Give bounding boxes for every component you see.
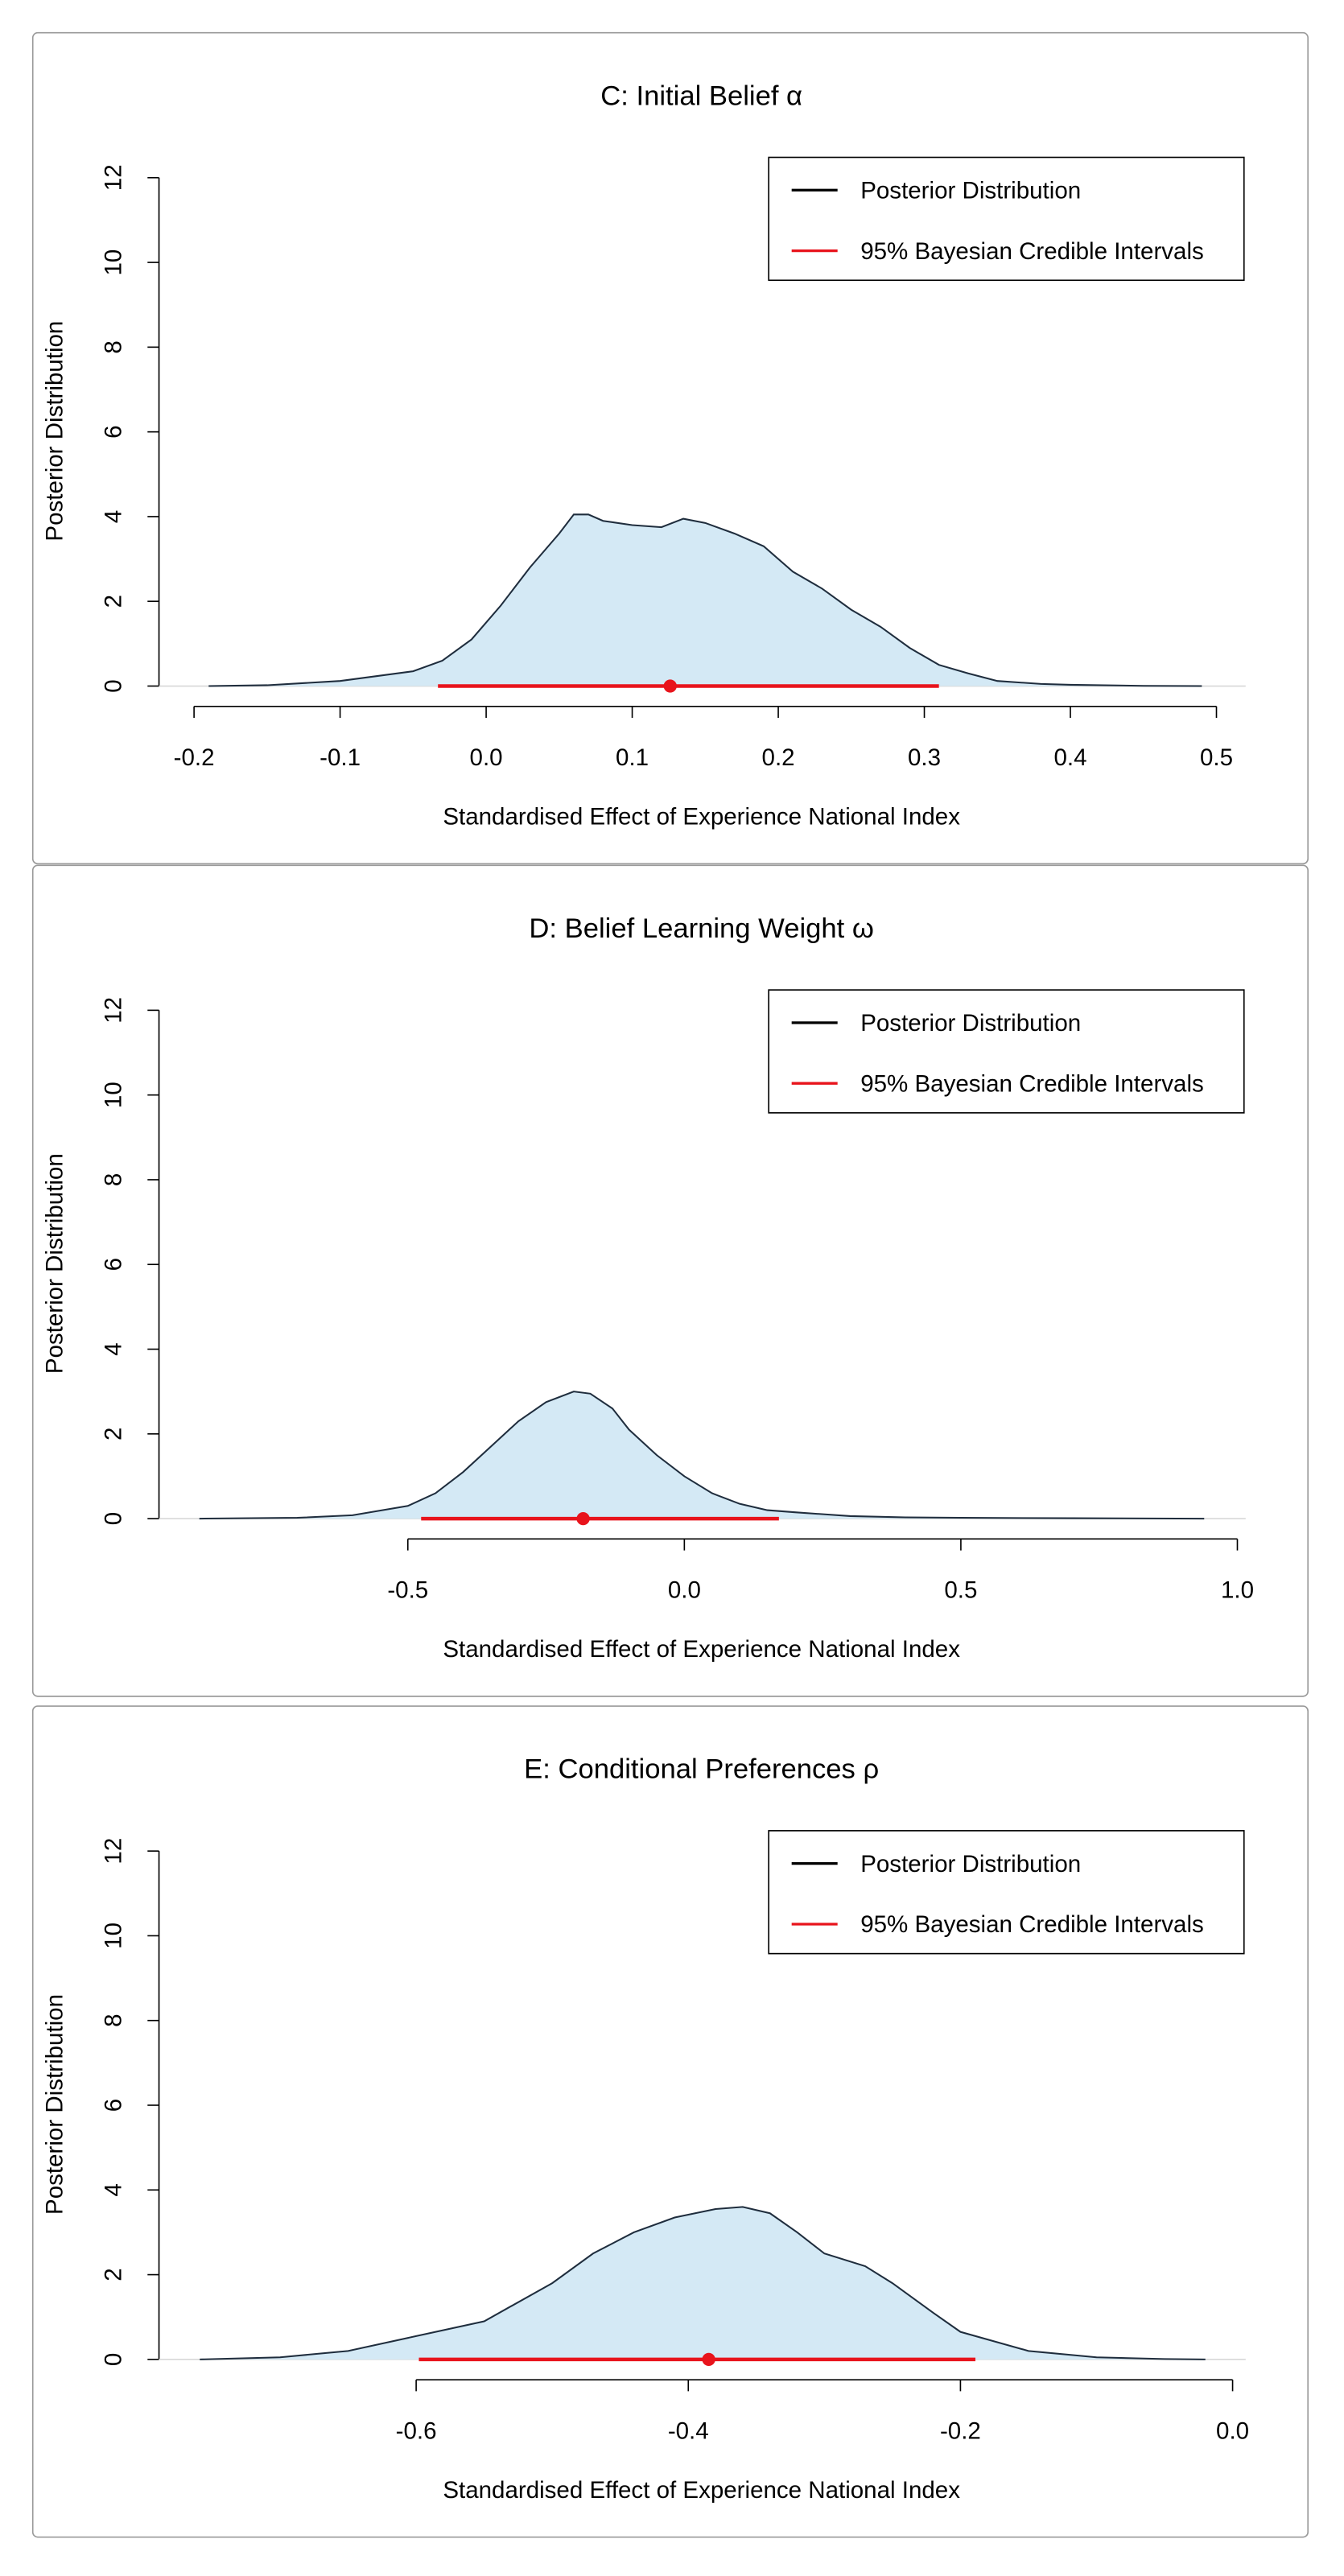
x-axis-label: Standardised Effect of Experience Nation…	[443, 1636, 960, 1663]
y-tick-label: 2	[101, 1428, 127, 1440]
x-tick-label: 0.5	[944, 1577, 977, 1604]
x-tick-label: -0.4	[668, 2417, 709, 2444]
y-tick-label: 10	[101, 249, 127, 276]
legend-label: Posterior Distribution	[860, 1010, 1081, 1037]
y-axis-label: Posterior Distribution	[41, 1994, 68, 2215]
panel-border	[31, 1705, 1309, 2538]
legend-box	[768, 989, 1245, 1114]
interval-point	[663, 679, 677, 693]
y-tick-label: 0	[101, 679, 127, 692]
y-axis-label: Posterior Distribution	[41, 1153, 68, 1374]
legend-label: 95% Bayesian Credible Intervals	[860, 1911, 1204, 1938]
y-tick-label: 4	[101, 1342, 127, 1355]
x-tick-label: -0.6	[396, 2417, 437, 2444]
y-tick-label: 12	[101, 997, 127, 1024]
panel: C: Initial Belief α Standardised Effect o…	[31, 31, 1309, 865]
y-tick-label: 10	[101, 1923, 127, 1949]
y-tick-label: 6	[101, 2099, 127, 2112]
density-area	[208, 514, 1202, 686]
x-tick-label: 0.0	[470, 744, 503, 771]
panel: D: Belief Learning Weight ω Standardised …	[31, 864, 1309, 1697]
interval-point	[576, 1511, 590, 1526]
x-tick-label: -0.2	[940, 2417, 981, 2444]
legend-label: 95% Bayesian Credible Intervals	[860, 238, 1204, 265]
x-tick-label: 0.0	[668, 1577, 701, 1604]
x-axis-label: Standardised Effect of Experience Nation…	[443, 803, 960, 830]
x-tick-label: 0.2	[762, 744, 795, 771]
y-tick-label: 4	[101, 2183, 127, 2196]
x-tick-label: 1.0	[1221, 1577, 1254, 1604]
interval-point	[702, 2352, 715, 2367]
legend-box	[768, 156, 1245, 282]
density-line	[208, 513, 1202, 687]
density-area	[200, 2207, 1206, 2360]
x-tick-label: 0.1	[616, 744, 649, 771]
density-line	[199, 1391, 1205, 1520]
density-line	[200, 2206, 1206, 2360]
y-tick-label: 6	[101, 425, 127, 438]
y-tick-label: 2	[101, 595, 127, 608]
legend-label: 95% Bayesian Credible Intervals	[860, 1070, 1204, 1097]
x-tick-label: 0.5	[1200, 744, 1233, 771]
y-tick-label: 8	[101, 2014, 127, 2027]
y-tick-label: 8	[101, 340, 127, 353]
chart-title: E: Conditional Preferences ρ	[524, 1754, 879, 1785]
density-area	[199, 1391, 1205, 1519]
legend-box	[768, 1830, 1245, 1955]
x-axis-label: Standardised Effect of Experience Nation…	[443, 2477, 960, 2504]
legend-label: Posterior Distribution	[860, 1851, 1081, 1877]
x-tick-label: 0.3	[908, 744, 941, 771]
y-tick-label: 2	[101, 2268, 127, 2281]
y-tick-label: 0	[101, 2353, 127, 2366]
y-tick-label: 12	[101, 164, 127, 191]
y-tick-label: 12	[101, 1838, 127, 1865]
y-axis-label: Posterior Distribution	[41, 321, 68, 542]
panel-border	[31, 31, 1309, 865]
y-tick-label: 4	[101, 510, 127, 523]
chart-title: C: Initial Belief α	[600, 80, 802, 111]
chart-title: D: Belief Learning Weight ω	[529, 913, 873, 944]
x-tick-label: -0.2	[174, 744, 215, 771]
panel-border	[31, 864, 1309, 1697]
panel: E: Conditional Preferences ρ Standardised…	[31, 1705, 1309, 2538]
y-tick-label: 0	[101, 1512, 127, 1525]
x-tick-label: 0.4	[1054, 744, 1087, 771]
y-tick-label: 8	[101, 1173, 127, 1186]
x-tick-label: -0.5	[387, 1577, 428, 1604]
y-tick-label: 6	[101, 1258, 127, 1271]
x-tick-label: -0.1	[320, 744, 361, 771]
x-tick-label: 0.0	[1216, 2417, 1249, 2444]
legend-label: Posterior Distribution	[860, 177, 1081, 204]
y-tick-label: 10	[101, 1082, 127, 1108]
